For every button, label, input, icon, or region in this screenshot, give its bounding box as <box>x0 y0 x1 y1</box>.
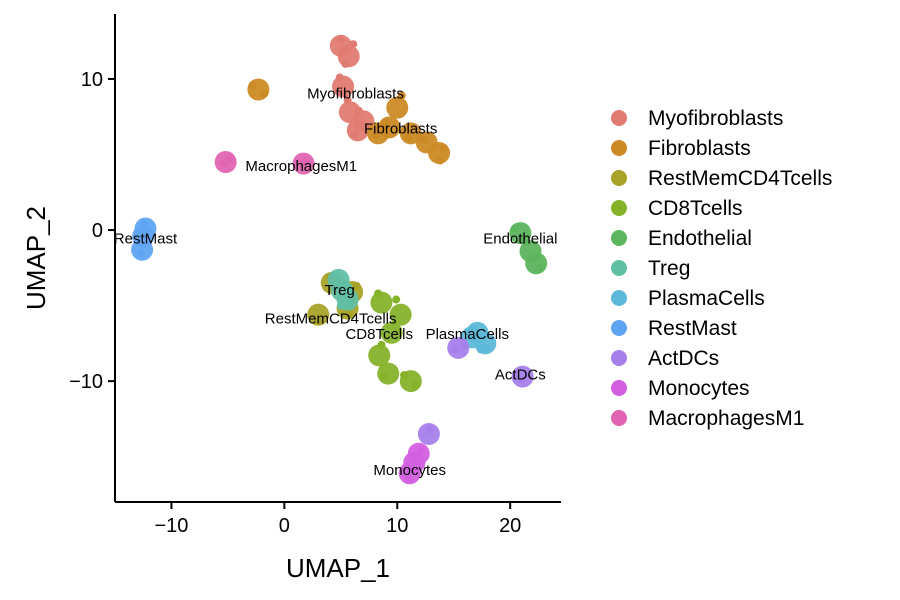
data-point <box>346 300 354 308</box>
legend-item-myofibroblasts: Myofibroblasts <box>611 107 783 130</box>
legend-item-actdcs: ActDCs <box>611 347 719 370</box>
legend-swatch <box>611 110 627 126</box>
data-point <box>137 249 145 257</box>
data-point <box>249 81 257 89</box>
data-point <box>536 264 544 272</box>
legend-label: Fibroblasts <box>648 137 751 160</box>
legend-swatch <box>611 230 627 246</box>
legend-label: Endothelial <box>648 227 752 250</box>
cluster-density <box>525 252 547 274</box>
cluster-label-monocytes: Monocytes <box>373 462 446 479</box>
cluster-label-restmast: RestMast <box>114 231 178 248</box>
data-point <box>451 345 459 353</box>
legend-label: MacrophagesM1 <box>648 407 804 430</box>
data-point <box>374 290 382 298</box>
cluster-label-treg: Treg <box>325 282 355 299</box>
data-point <box>349 40 357 48</box>
x-tick-label: 10 <box>386 515 408 537</box>
data-point <box>336 73 344 81</box>
data-point <box>337 302 345 310</box>
x-tick-label: −10 <box>154 515 188 537</box>
y-tick-label: 0 <box>92 220 103 242</box>
legend-label: RestMast <box>648 317 737 340</box>
legend-item-treg: Treg <box>611 257 690 280</box>
legend-swatch <box>611 170 627 186</box>
legend-label: ActDCs <box>648 347 719 370</box>
cluster-label-myofibroblasts: Myofibroblasts <box>307 86 404 103</box>
legend-item-restmast: RestMast <box>611 317 737 340</box>
cluster-label-cd8tcells: CD8Tcells <box>345 326 413 343</box>
cluster-label-fibroblasts: Fibroblasts <box>364 120 437 137</box>
data-point <box>260 90 268 98</box>
cluster-label-macrophagesm1: MacrophagesM1 <box>245 158 357 175</box>
legend-item-cd8tcells: CD8Tcells <box>611 197 743 220</box>
legend-item-fibroblasts: Fibroblasts <box>611 137 751 160</box>
x-tick-label: 0 <box>279 515 290 537</box>
data-point <box>400 371 408 379</box>
cluster-label-actdcs: ActDCs <box>495 367 546 384</box>
data-point <box>477 345 485 353</box>
data-point <box>380 373 388 381</box>
legend-swatch <box>611 410 627 426</box>
y-axis-title: UMAP_2 <box>21 206 51 310</box>
data-point <box>426 425 434 433</box>
legend-label: Monocytes <box>648 377 750 400</box>
y-tick-label: 10 <box>81 69 103 91</box>
data-point <box>341 60 349 68</box>
data-point <box>392 296 400 304</box>
legend-label: CD8Tcells <box>648 197 743 220</box>
data-point <box>140 220 148 228</box>
data-point <box>436 157 444 165</box>
legend-item-plasmacells: PlasmaCells <box>611 287 765 310</box>
legend-swatch <box>611 200 627 216</box>
data-point <box>225 155 233 163</box>
x-tick-label: 20 <box>499 515 521 537</box>
axis-ticks: −10 0 10 20 −10 0 10 <box>69 69 521 537</box>
legend-item-macrophagesm1: MacrophagesM1 <box>611 407 804 430</box>
data-point <box>355 107 363 115</box>
data-point <box>350 131 358 139</box>
legend-swatch <box>611 140 627 156</box>
legend-swatch <box>611 260 627 276</box>
data-point <box>337 36 345 44</box>
legend-swatch <box>611 320 627 336</box>
data-point <box>417 447 425 455</box>
y-tick-label: −10 <box>69 371 103 393</box>
data-point <box>332 271 340 279</box>
cluster-label-plasmacells: PlasmaCells <box>426 326 509 343</box>
legend-label: PlasmaCells <box>648 287 765 310</box>
legend-label: RestMemCD4Tcells <box>648 167 832 190</box>
cluster-density <box>377 363 399 385</box>
cluster-label-endothelial: Endothelial <box>483 231 557 248</box>
data-point <box>411 382 419 390</box>
cluster-labels: MyofibroblastsFibroblastsRestMemCD4Tcell… <box>114 86 558 479</box>
legend-swatch <box>611 380 627 396</box>
series-actdcs <box>418 337 534 445</box>
legend-swatch <box>611 350 627 366</box>
legend-swatch <box>611 290 627 306</box>
legend: Myofibroblasts Fibroblasts RestMemCD4Tcell… <box>611 107 832 430</box>
legend-item-monocytes: Monocytes <box>611 377 750 400</box>
data-point <box>440 144 448 152</box>
x-axis-title: UMAP_1 <box>286 553 390 583</box>
legend-label: Treg <box>648 257 690 280</box>
legend-item-restmemcd4tcells: RestMemCD4Tcells <box>611 167 832 190</box>
legend-item-endothelial: Endothelial <box>611 227 752 250</box>
legend-label: Myofibroblasts <box>648 107 783 130</box>
